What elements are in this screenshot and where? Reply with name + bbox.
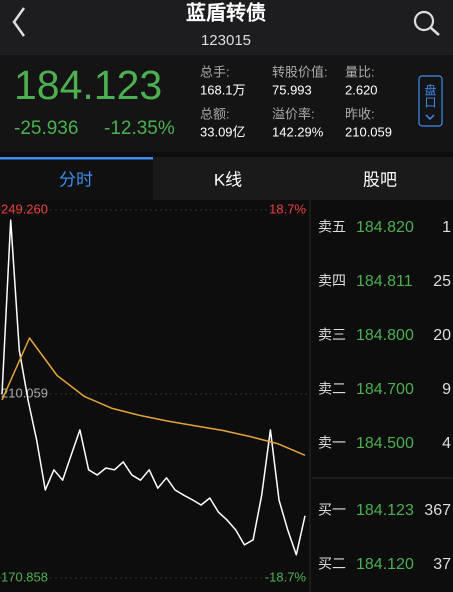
order-book-button[interactable]: 盘口 xyxy=(418,75,443,127)
order-volume: 367 xyxy=(424,502,451,519)
tab-indicator xyxy=(0,157,153,160)
tab[interactable]: 股吧 xyxy=(363,170,397,189)
order-label: 卖一 xyxy=(318,435,346,451)
price-line xyxy=(1,219,306,556)
y2-tick-label: 18.7% xyxy=(269,201,306,216)
order-price: 184.811 xyxy=(356,273,413,290)
tab[interactable]: 分时 xyxy=(59,170,93,189)
stat-value: 75.993 xyxy=(272,82,312,97)
intraday-chart: 249.260 210.059 170.858 18.7% -18.7% xyxy=(0,201,308,584)
stat-label: 量比: xyxy=(345,64,375,79)
order-price: 184.820 xyxy=(356,219,414,236)
back-button[interactable] xyxy=(12,7,26,37)
change: -25.936 xyxy=(14,118,78,139)
stat-value: 33.09亿 xyxy=(200,124,246,139)
order-price: 184.123 xyxy=(356,502,414,519)
stat-label: 转股价值: xyxy=(272,64,328,79)
order-volume: 1 xyxy=(442,219,451,236)
stat-label: 总手: xyxy=(200,64,230,79)
stat-label: 总额: xyxy=(200,106,230,121)
price: 184.123 xyxy=(14,62,162,108)
search-button[interactable] xyxy=(413,10,440,36)
order-label: 卖五 xyxy=(318,219,346,235)
chevron xyxy=(425,114,435,121)
code: 123015 xyxy=(201,32,251,49)
order-volume: 37 xyxy=(433,556,451,573)
active-tab xyxy=(0,157,153,200)
order-price: 184.800 xyxy=(356,327,414,344)
order-label: 卖三 xyxy=(318,327,346,343)
title: 蓝盾转债 xyxy=(186,0,266,24)
header xyxy=(0,0,453,55)
order-volume: 9 xyxy=(442,381,451,398)
search-icon xyxy=(430,27,440,36)
tab[interactable]: K线 xyxy=(214,170,242,189)
order-volume: 20 xyxy=(433,327,451,344)
stat-label: 昨收: xyxy=(345,106,375,121)
order-volume: 25 xyxy=(433,273,451,290)
order-label: 买二 xyxy=(318,556,346,572)
button-frame xyxy=(418,75,443,127)
order-label: 卖四 xyxy=(318,273,346,289)
price-line xyxy=(1,337,306,456)
search-icon xyxy=(413,10,435,32)
quote-panel xyxy=(0,55,453,152)
y-tick-label: 210.059 xyxy=(1,385,48,400)
y-tick-label: 249.260 xyxy=(1,201,48,216)
stat-value: 2.620 xyxy=(345,82,378,97)
stat-value: 168.1万 xyxy=(200,82,246,97)
order-label: 卖二 xyxy=(318,381,346,397)
change-percent: -12.35% xyxy=(104,118,175,139)
stat-value: 142.29% xyxy=(272,124,324,139)
order-volume: 4 xyxy=(442,435,451,452)
order-price: 184.500 xyxy=(356,435,414,452)
stat-value: 210.059 xyxy=(345,124,392,139)
stat-label: 溢价率: xyxy=(272,106,315,121)
button-label: 盘口 xyxy=(423,83,437,108)
y2-tick-label: -18.7% xyxy=(265,569,307,584)
order-book: 卖五 184.820 1 卖四 184.811 25 卖三 184.800 20 卖二 184.70… xyxy=(318,219,451,574)
order-price: 184.120 xyxy=(356,556,414,573)
order-label: 买一 xyxy=(318,502,346,518)
order-price: 184.700 xyxy=(356,381,414,398)
y-tick-label: 170.858 xyxy=(1,569,48,584)
